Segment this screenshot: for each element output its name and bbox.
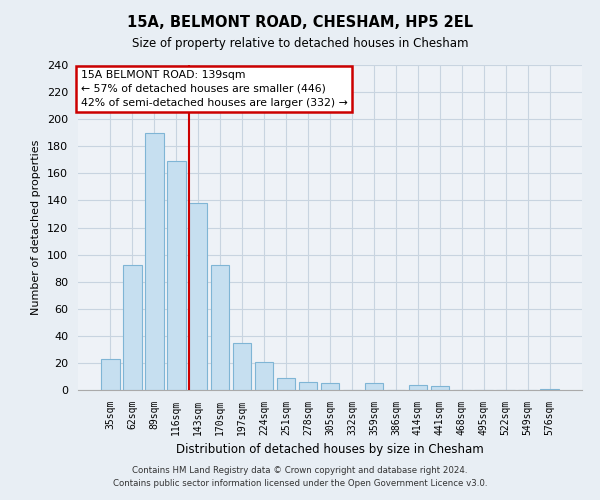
Bar [101, 359, 119, 390]
Bar [233, 342, 251, 390]
Bar [211, 266, 229, 390]
Bar [277, 378, 295, 390]
Bar [431, 386, 449, 390]
Text: Size of property relative to detached houses in Chesham: Size of property relative to detached ho… [132, 38, 468, 51]
Bar [541, 388, 559, 390]
Bar [189, 203, 208, 390]
Bar [255, 362, 274, 390]
Text: 15A, BELMONT ROAD, CHESHAM, HP5 2EL: 15A, BELMONT ROAD, CHESHAM, HP5 2EL [127, 15, 473, 30]
Bar [167, 161, 185, 390]
Bar [299, 382, 317, 390]
Bar [365, 383, 383, 390]
Bar [123, 266, 142, 390]
Bar [409, 384, 427, 390]
Text: Contains HM Land Registry data © Crown copyright and database right 2024.
Contai: Contains HM Land Registry data © Crown c… [113, 466, 487, 487]
Bar [145, 132, 164, 390]
Bar [320, 383, 340, 390]
Text: 15A BELMONT ROAD: 139sqm
← 57% of detached houses are smaller (446)
42% of semi-: 15A BELMONT ROAD: 139sqm ← 57% of detach… [80, 70, 347, 108]
X-axis label: Distribution of detached houses by size in Chesham: Distribution of detached houses by size … [176, 444, 484, 456]
Y-axis label: Number of detached properties: Number of detached properties [31, 140, 41, 315]
